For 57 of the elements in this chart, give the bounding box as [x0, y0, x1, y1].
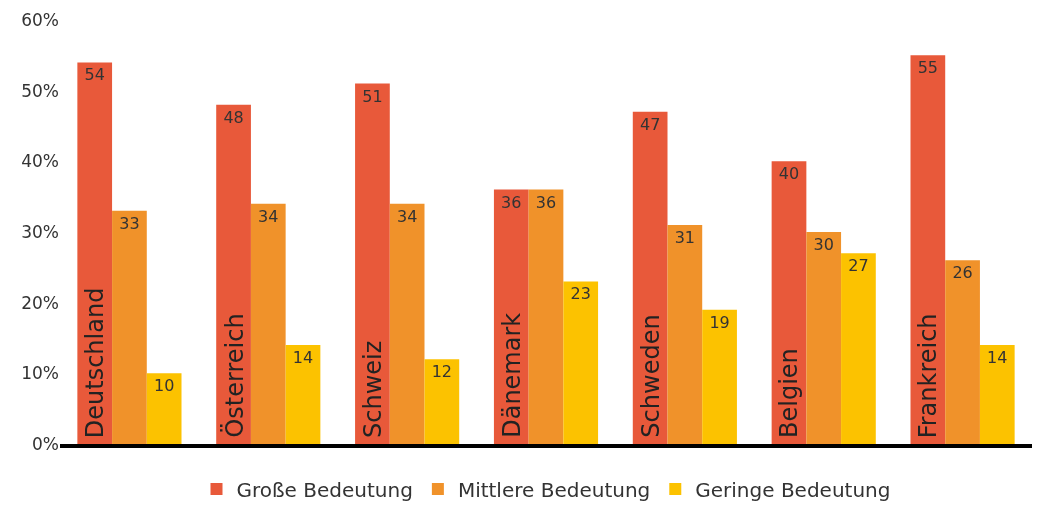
bar — [389, 203, 425, 444]
data-label: 12 — [431, 362, 453, 382]
x-tick-label: Dänemark — [497, 312, 526, 438]
legend-label: Geringe Bedeutung — [695, 477, 891, 502]
data-label: 51 — [362, 86, 383, 106]
bar — [355, 83, 390, 444]
bar — [146, 373, 182, 444]
bar — [77, 62, 113, 444]
y-tick-label: 30% — [21, 221, 59, 242]
data-label: 40 — [778, 164, 800, 184]
data-label: 36 — [535, 192, 557, 212]
data-label: 10 — [153, 376, 175, 396]
bar — [632, 111, 668, 444]
x-tick-label: Schweiz — [358, 340, 387, 438]
data-label: 27 — [848, 256, 869, 276]
y-tick-label: 40% — [21, 151, 59, 172]
data-label: 48 — [223, 107, 244, 127]
data-label: 23 — [570, 284, 591, 304]
bar — [216, 104, 251, 444]
bar — [841, 253, 876, 444]
data-label: 14 — [987, 348, 1008, 368]
data-label: 14 — [292, 348, 314, 368]
bar — [945, 260, 980, 444]
data-label: 36 — [501, 192, 522, 212]
bar — [285, 345, 321, 444]
data-label: 47 — [639, 114, 661, 134]
data-label: 54 — [84, 65, 105, 85]
bar — [424, 359, 460, 444]
legend-label: Große Bedeutung — [236, 477, 413, 502]
bar — [979, 345, 1015, 444]
data-label: 55 — [917, 58, 939, 78]
x-tick-label: Belgien — [775, 348, 803, 438]
data-label: 34 — [396, 206, 418, 226]
x-tick-label: Österreich — [219, 313, 249, 438]
x-tick-label: Frankreich — [914, 313, 943, 439]
bar — [806, 232, 842, 444]
bar — [667, 224, 703, 444]
bar — [910, 55, 946, 444]
y-tick-label: 0% — [32, 433, 59, 454]
x-tick-label: Schweden — [636, 314, 665, 438]
data-label: 34 — [258, 206, 279, 226]
y-tick-label: 60% — [21, 9, 59, 30]
bar — [702, 309, 737, 444]
data-label: 30 — [813, 235, 834, 254]
data-label: 26 — [952, 263, 973, 283]
bar — [528, 189, 564, 444]
data-label: 31 — [674, 227, 696, 247]
data-label: 33 — [119, 213, 140, 233]
x-tick-label: Deutschland — [81, 287, 110, 439]
bar — [563, 281, 599, 444]
y-tick-label: 50% — [21, 80, 59, 101]
y-tick-label: 10% — [21, 363, 59, 384]
legend-label: Mittlere Bedeutung — [457, 477, 651, 502]
data-label: 19 — [709, 312, 730, 332]
bar — [112, 210, 147, 444]
y-tick-label: 20% — [21, 292, 59, 313]
bar — [250, 203, 286, 444]
